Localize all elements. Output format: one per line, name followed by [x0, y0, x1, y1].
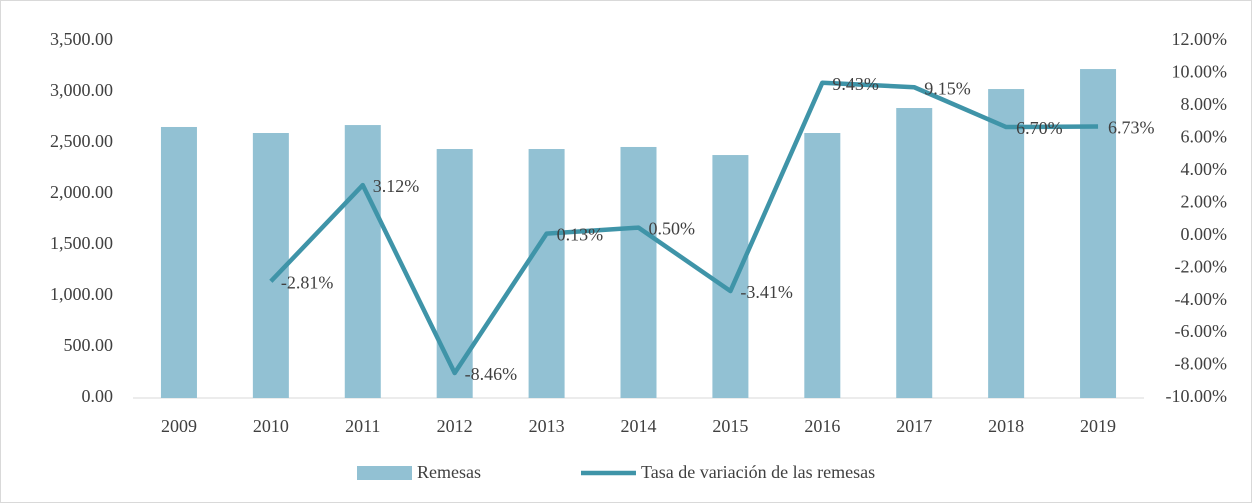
- bar: [620, 146, 657, 398]
- y2-tick-label: 0.00%: [1181, 224, 1228, 244]
- y-tick-label: 3,500.00: [50, 29, 113, 49]
- data-label: -2.81%: [281, 272, 334, 292]
- bar: [988, 89, 1025, 399]
- data-label: 9.43%: [832, 74, 879, 94]
- y-tick-label: 2,000.00: [50, 182, 113, 202]
- y2-tick-label: 12.00%: [1172, 29, 1228, 49]
- y-tick-label: 2,500.00: [50, 131, 113, 151]
- bar: [896, 108, 933, 398]
- y2-tick-label: 2.00%: [1181, 191, 1228, 211]
- x-tick-label: 2018: [988, 416, 1024, 436]
- bar: [344, 125, 381, 398]
- x-tick-label: 2017: [896, 416, 932, 436]
- y-tick-label: 3,000.00: [50, 80, 113, 100]
- legend-label: Remesas: [417, 462, 481, 482]
- bar: [436, 149, 473, 398]
- x-tick-label: 2010: [253, 416, 289, 436]
- legend-label: Tasa de variación de las remesas: [641, 462, 875, 482]
- y2-tick-label: 8.00%: [1181, 94, 1228, 114]
- bar: [1080, 69, 1117, 399]
- bar: [804, 133, 841, 398]
- bar: [528, 149, 565, 398]
- y2-tick-label: -4.00%: [1175, 289, 1228, 309]
- y2-tick-label: -8.00%: [1175, 354, 1228, 374]
- data-label: 9.15%: [924, 78, 971, 98]
- y-tick-label: 500.00: [64, 335, 114, 355]
- bar: [712, 155, 749, 398]
- data-label: -3.41%: [740, 282, 793, 302]
- data-label: 0.13%: [557, 225, 604, 245]
- bar: [252, 133, 289, 398]
- x-tick-label: 2015: [712, 416, 748, 436]
- y2-tick-label: 10.00%: [1172, 62, 1228, 82]
- legend-swatch: [357, 466, 412, 480]
- y-tick-label: 1,000.00: [50, 284, 113, 304]
- y2-tick-label: 4.00%: [1181, 159, 1228, 179]
- y-tick-label: 1,500.00: [50, 233, 113, 253]
- y-tick-label: 0.00: [82, 386, 114, 406]
- x-tick-label: 2019: [1080, 416, 1116, 436]
- x-tick-label: 2014: [621, 416, 657, 436]
- x-tick-label: 2009: [161, 416, 197, 436]
- y2-tick-label: 6.00%: [1181, 126, 1228, 146]
- data-label: 6.73%: [1108, 118, 1155, 138]
- x-tick-label: 2013: [529, 416, 565, 436]
- line: [269, 80, 1099, 376]
- data-label: 3.12%: [373, 176, 420, 196]
- data-label: 0.50%: [649, 219, 696, 239]
- x-tick-label: 2016: [804, 416, 840, 436]
- x-tick-label: 2012: [437, 416, 473, 436]
- y2-tick-label: -10.00%: [1166, 386, 1228, 406]
- bar: [160, 126, 197, 399]
- data-label: 6.70%: [1016, 118, 1063, 138]
- y2-tick-label: -2.00%: [1175, 256, 1228, 276]
- x-tick-label: 2011: [345, 416, 380, 436]
- data-label: -8.46%: [465, 364, 518, 384]
- y2-tick-label: -6.00%: [1175, 321, 1228, 341]
